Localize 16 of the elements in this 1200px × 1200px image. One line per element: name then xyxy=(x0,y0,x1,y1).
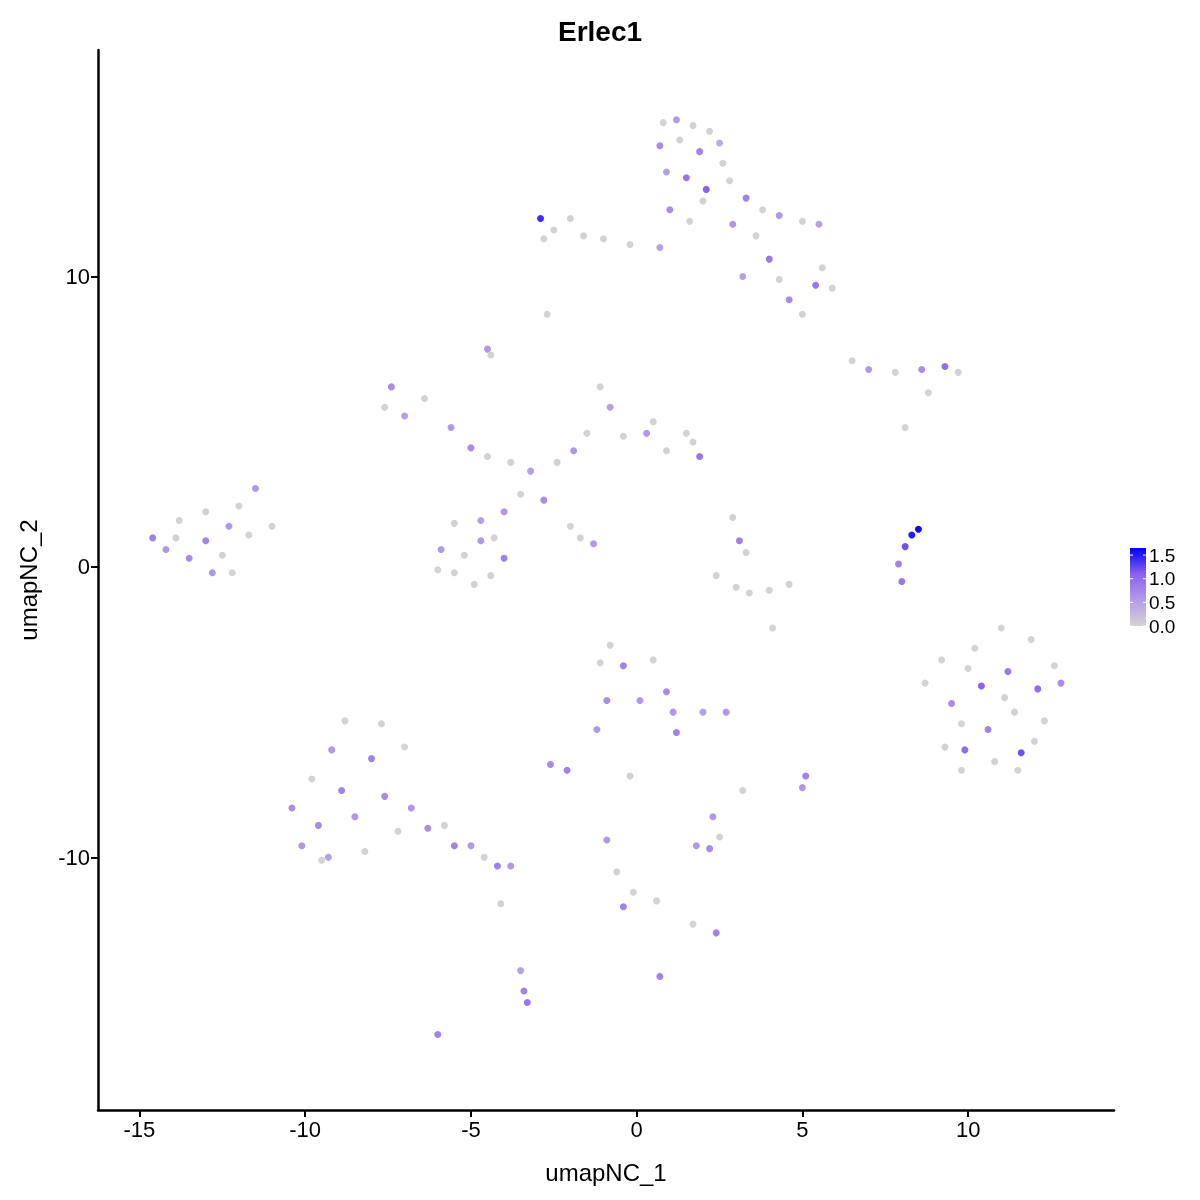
y-tick-label: 0 xyxy=(77,554,90,580)
y-tick-label: 10 xyxy=(65,264,90,290)
x-axis-title: umapNC_1 xyxy=(545,1158,667,1186)
y-axis-title: umapNC_2 xyxy=(14,519,42,641)
x-tick-label: -15 xyxy=(123,1116,156,1142)
x-tick-label: 10 xyxy=(955,1116,981,1142)
color-bar-label: 0.5 xyxy=(1149,591,1176,613)
x-tick-label: -10 xyxy=(289,1116,322,1142)
color-bar-label: 0.0 xyxy=(1149,615,1176,637)
x-tick-label: 0 xyxy=(630,1116,643,1142)
y-tick-label: -10 xyxy=(58,844,90,870)
color-bar-label: 1.0 xyxy=(1149,568,1176,590)
x-tick-label: 5 xyxy=(796,1116,809,1142)
color-bar-label: 1.5 xyxy=(1149,544,1176,566)
x-tick-label: -5 xyxy=(461,1116,481,1142)
chart-title: Erlec1 xyxy=(557,15,643,47)
